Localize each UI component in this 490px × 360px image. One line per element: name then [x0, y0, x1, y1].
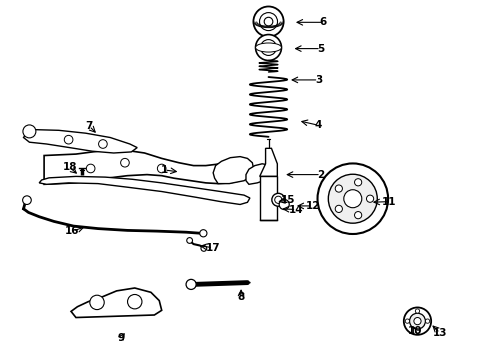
Ellipse shape — [355, 212, 362, 219]
Ellipse shape — [260, 13, 277, 31]
Ellipse shape — [410, 313, 425, 329]
Text: 10: 10 — [408, 326, 423, 336]
Ellipse shape — [64, 135, 73, 144]
Polygon shape — [44, 150, 250, 184]
Ellipse shape — [328, 174, 377, 223]
Polygon shape — [71, 288, 162, 318]
Text: 18: 18 — [62, 162, 77, 172]
Ellipse shape — [157, 164, 166, 173]
Ellipse shape — [23, 125, 36, 138]
Text: 16: 16 — [65, 226, 80, 236]
Ellipse shape — [253, 6, 284, 37]
Ellipse shape — [275, 196, 282, 203]
Polygon shape — [246, 164, 272, 184]
Polygon shape — [24, 130, 137, 153]
Ellipse shape — [201, 246, 207, 251]
Ellipse shape — [187, 238, 193, 243]
Text: 15: 15 — [281, 195, 295, 205]
Ellipse shape — [200, 230, 207, 237]
Polygon shape — [213, 157, 254, 184]
Ellipse shape — [23, 196, 31, 204]
Text: 12: 12 — [305, 201, 320, 211]
Ellipse shape — [90, 295, 104, 310]
Ellipse shape — [416, 309, 419, 313]
Ellipse shape — [318, 163, 388, 234]
Ellipse shape — [256, 43, 281, 52]
Text: 11: 11 — [382, 197, 397, 207]
Ellipse shape — [416, 329, 419, 333]
Ellipse shape — [127, 294, 142, 309]
Ellipse shape — [121, 158, 129, 167]
Text: 5: 5 — [318, 44, 324, 54]
Text: 2: 2 — [318, 170, 324, 180]
Ellipse shape — [335, 205, 343, 212]
Text: 13: 13 — [433, 328, 447, 338]
Ellipse shape — [272, 193, 285, 206]
Ellipse shape — [335, 185, 343, 192]
Text: 3: 3 — [315, 75, 322, 85]
Ellipse shape — [414, 318, 421, 325]
Ellipse shape — [256, 35, 281, 60]
Text: 14: 14 — [289, 204, 304, 215]
Ellipse shape — [367, 195, 374, 202]
Polygon shape — [260, 176, 277, 220]
Ellipse shape — [86, 164, 95, 173]
Text: 4: 4 — [315, 120, 322, 130]
Ellipse shape — [261, 40, 276, 55]
Text: 9: 9 — [118, 333, 125, 343]
Polygon shape — [260, 148, 277, 176]
Text: 1: 1 — [161, 165, 168, 175]
Polygon shape — [39, 176, 250, 204]
Ellipse shape — [404, 307, 431, 335]
Ellipse shape — [425, 319, 430, 323]
Ellipse shape — [355, 179, 362, 186]
Ellipse shape — [264, 17, 273, 26]
Ellipse shape — [279, 199, 289, 210]
Ellipse shape — [405, 319, 410, 323]
Text: 8: 8 — [238, 292, 245, 302]
Ellipse shape — [186, 279, 196, 289]
Text: 6: 6 — [320, 17, 327, 27]
Ellipse shape — [344, 190, 362, 208]
Text: 7: 7 — [85, 121, 93, 131]
Ellipse shape — [98, 140, 107, 148]
Text: 17: 17 — [206, 243, 220, 253]
